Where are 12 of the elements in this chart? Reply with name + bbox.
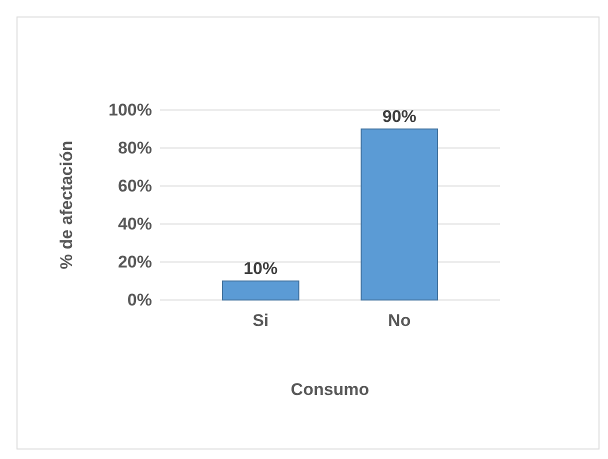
data-label: 10% (244, 259, 278, 278)
y-tick-label: 100% (108, 100, 152, 120)
y-axis-title: % de afectación (57, 140, 76, 270)
x-tick-label: Si (252, 311, 269, 330)
x-tick-label: No (388, 311, 411, 330)
y-tick-label: 80% (118, 138, 152, 158)
y-tick-label: 60% (118, 176, 152, 196)
y-tick-label: 0% (127, 290, 152, 310)
y-tick-label: 20% (118, 252, 152, 272)
x-axis-title: Consumo (290, 380, 370, 399)
data-label: 90% (382, 107, 416, 126)
y-tick-label: 40% (118, 214, 152, 234)
